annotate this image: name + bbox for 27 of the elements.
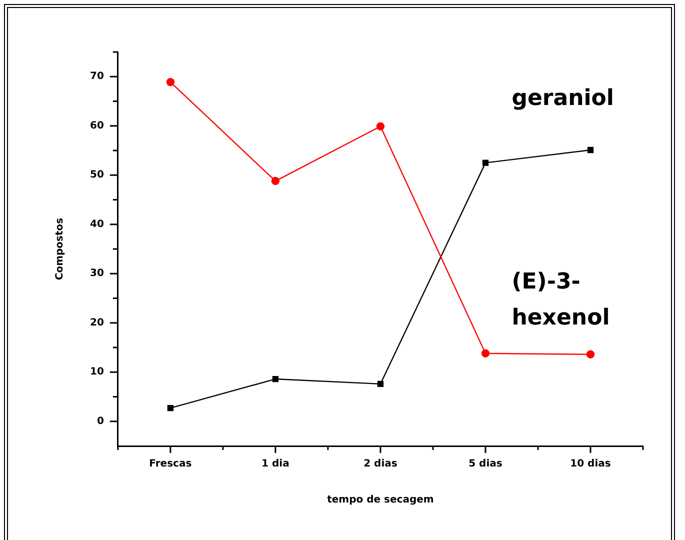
point <box>482 160 489 166</box>
x-tick-label: 1 dia <box>262 458 290 470</box>
y-tick-label: 50 <box>90 170 104 181</box>
y-tick-label: 20 <box>90 317 104 328</box>
y-tick-label: 10 <box>90 366 104 378</box>
x-tick-label: Frescas <box>149 458 192 470</box>
y-tick-label: 40 <box>90 218 104 230</box>
series-label: geraniol <box>512 86 614 112</box>
y-tick-label: 60 <box>90 120 104 132</box>
point <box>481 349 490 358</box>
x-tick-label: 5 dias <box>468 458 502 470</box>
y-axis-title: Compostos <box>54 218 66 280</box>
x-tick-label: 10 dias <box>570 458 611 470</box>
y-tick-label: 30 <box>90 268 104 280</box>
series-label: (E)-3-hexenol <box>512 269 610 330</box>
point <box>377 380 384 388</box>
point <box>272 376 279 382</box>
point <box>271 176 280 186</box>
point <box>587 146 594 154</box>
x-axis-title: tempo de secagem <box>327 494 434 506</box>
point <box>166 78 175 86</box>
point <box>586 350 595 358</box>
x-tick-label: 2 dias <box>364 458 398 470</box>
point <box>167 405 174 412</box>
y-tick-label: 0 <box>96 416 104 427</box>
point <box>376 122 385 130</box>
y-tick-label: 70 <box>90 71 104 82</box>
